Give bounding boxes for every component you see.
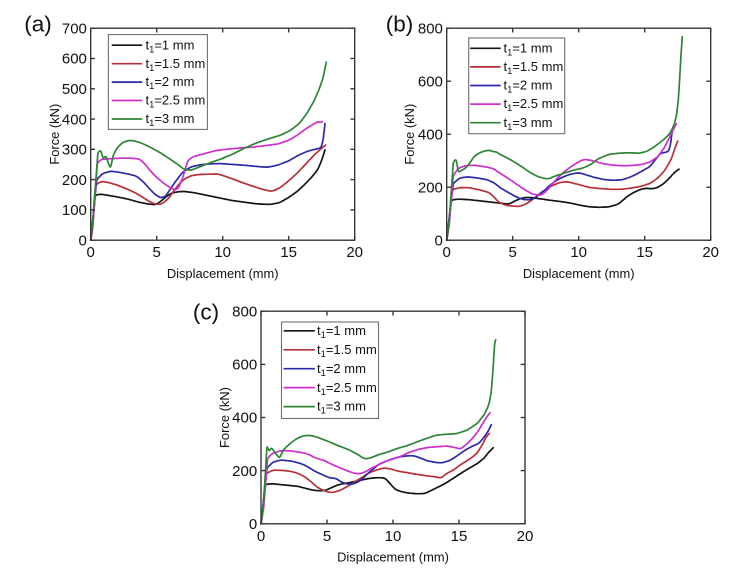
svg-text:200: 200 [232,463,257,480]
svg-text:15: 15 [451,528,468,545]
svg-text:600: 600 [418,73,443,90]
svg-text:t1=1.5 mm: t1=1.5 mm [317,342,377,359]
svg-text:Force (kN): Force (kN) [217,387,232,448]
svg-text:20: 20 [517,528,534,545]
svg-text:t1=1.5 mm: t1=1.5 mm [146,56,206,73]
svg-text:5: 5 [153,244,161,261]
svg-text:15: 15 [636,244,653,261]
svg-text:5: 5 [509,244,517,261]
svg-text:300: 300 [62,142,87,159]
svg-text:Displacement (mm): Displacement (mm) [167,266,279,281]
svg-text:t1=3 mm: t1=3 mm [146,111,195,128]
svg-text:200: 200 [62,172,87,189]
svg-text:0: 0 [257,528,265,545]
svg-text:t1=1.5 mm: t1=1.5 mm [504,59,564,76]
svg-text:t1=1 mm: t1=1 mm [317,323,366,340]
svg-text:t1=2 mm: t1=2 mm [146,74,195,91]
svg-text:600: 600 [62,51,87,68]
svg-text:Displacement (mm): Displacement (mm) [337,549,449,564]
svg-text:500: 500 [62,81,87,98]
svg-text:700: 700 [62,20,87,37]
svg-text:t1=3 mm: t1=3 mm [504,115,553,132]
svg-text:t1=1 mm: t1=1 mm [504,40,553,57]
svg-text:400: 400 [418,126,443,143]
svg-text:5: 5 [323,528,331,545]
svg-text:800: 800 [232,303,257,320]
svg-text:(a): (a) [24,12,52,37]
svg-text:t1=1 mm: t1=1 mm [146,37,195,54]
svg-text:t1=2.5 mm: t1=2.5 mm [317,380,377,397]
svg-text:20: 20 [346,244,363,261]
svg-text:(b): (b) [386,12,414,37]
svg-text:100: 100 [62,202,87,219]
svg-text:200: 200 [418,179,443,196]
svg-text:0: 0 [87,244,95,261]
svg-text:0: 0 [249,516,257,533]
svg-text:0: 0 [79,232,87,249]
svg-text:15: 15 [280,244,297,261]
svg-text:600: 600 [232,357,257,374]
svg-text:10: 10 [385,528,402,545]
svg-text:400: 400 [62,111,87,128]
svg-text:t1=2.5 mm: t1=2.5 mm [146,93,206,110]
svg-text:t1=2 mm: t1=2 mm [317,361,366,378]
svg-text:10: 10 [570,244,587,261]
svg-text:800: 800 [418,20,443,37]
svg-text:t1=2 mm: t1=2 mm [504,78,553,95]
svg-text:t1=3 mm: t1=3 mm [317,399,366,416]
svg-text:(c): (c) [193,300,219,325]
svg-text:Force (kN): Force (kN) [47,104,62,165]
svg-text:400: 400 [232,410,257,427]
svg-text:20: 20 [702,244,719,261]
svg-text:0: 0 [435,232,443,249]
svg-text:0: 0 [443,244,451,261]
svg-text:t1=2.5 mm: t1=2.5 mm [504,96,564,113]
svg-text:Displacement (mm): Displacement (mm) [523,266,635,281]
svg-text:Force (kN): Force (kN) [402,104,417,165]
svg-text:10: 10 [214,244,231,261]
